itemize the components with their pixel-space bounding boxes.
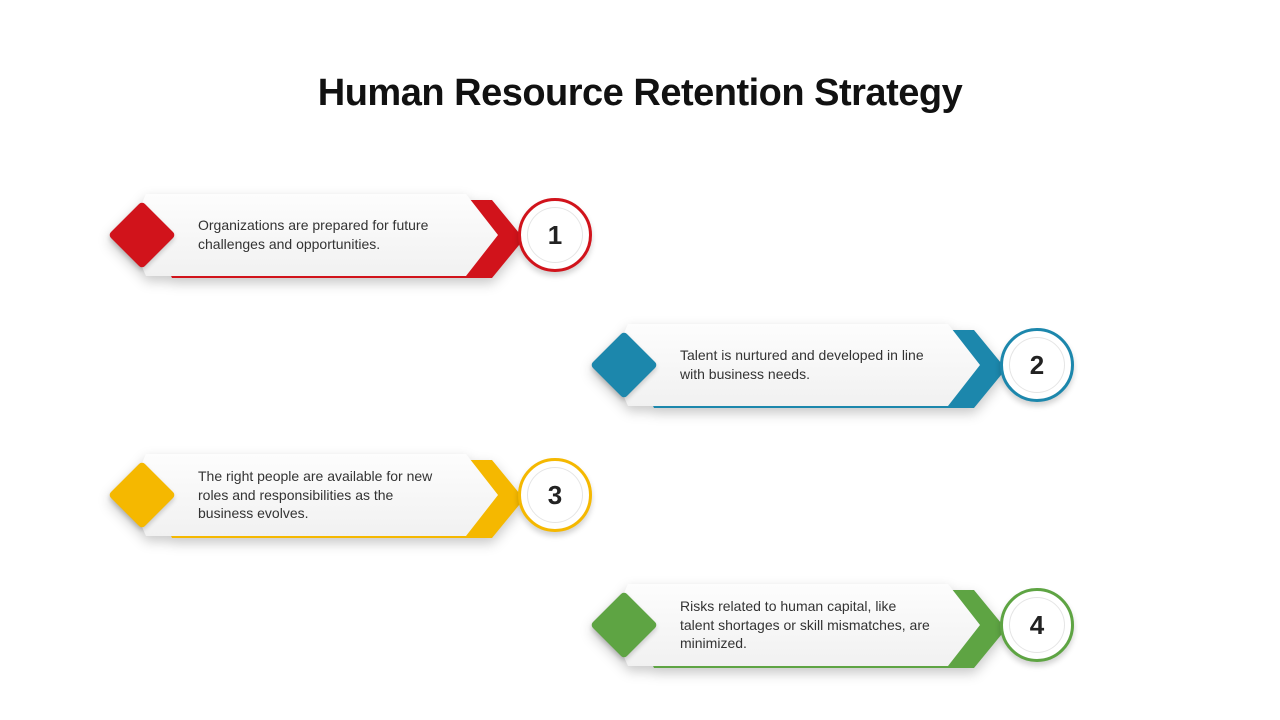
strategy-row-3: The right people are available for new r… — [128, 446, 592, 544]
strategy-text: Talent is nurtured and developed in line… — [680, 346, 934, 384]
strategy-row-4: Risks related to human capital, like tal… — [610, 576, 1074, 674]
strategy-row-2: Talent is nurtured and developed in line… — [610, 316, 1074, 414]
arrow-front: Risks related to human capital, like tal… — [610, 584, 980, 666]
strategy-text: Organizations are prepared for future ch… — [198, 216, 452, 254]
strategy-text: Risks related to human capital, like tal… — [680, 597, 934, 654]
arrow-front: Talent is nurtured and developed in line… — [610, 324, 980, 406]
strategy-text: The right people are available for new r… — [198, 467, 452, 524]
arrow-front: The right people are available for new r… — [128, 454, 498, 536]
arrow-front: Organizations are prepared for future ch… — [128, 194, 498, 276]
number-label: 1 — [548, 220, 562, 251]
strategy-row-1: Organizations are prepared for future ch… — [128, 186, 592, 284]
number-circle: 1 — [518, 198, 592, 272]
number-label: 3 — [548, 480, 562, 511]
number-circle: 4 — [1000, 588, 1074, 662]
number-circle: 3 — [518, 458, 592, 532]
page-title: Human Resource Retention Strategy — [0, 72, 1280, 115]
arrow-banner: Risks related to human capital, like tal… — [610, 584, 980, 666]
number-circle: 2 — [1000, 328, 1074, 402]
arrow-banner: Organizations are prepared for future ch… — [128, 194, 498, 276]
arrow-banner: The right people are available for new r… — [128, 454, 498, 536]
arrow-banner: Talent is nurtured and developed in line… — [610, 324, 980, 406]
number-label: 4 — [1030, 610, 1044, 641]
number-label: 2 — [1030, 350, 1044, 381]
